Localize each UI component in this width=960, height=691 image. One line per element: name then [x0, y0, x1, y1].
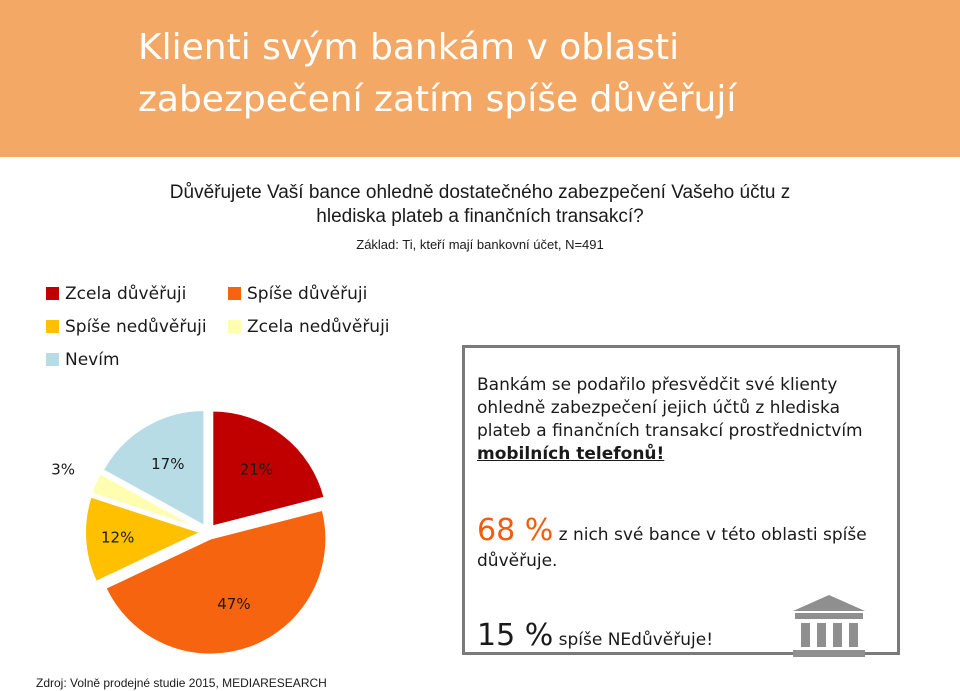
pie-label-4: 17%: [151, 455, 184, 473]
survey-question: Důvěřujete Vaší bance ohledně dostatečné…: [80, 181, 880, 229]
legend-label: Nevím: [65, 350, 120, 370]
stat-distrust-text: spíše NEdůvěřuje!: [558, 630, 714, 650]
pie-slice-0: [211, 409, 326, 528]
stat-trust: 68 % z nich své bance v této oblasti spí…: [477, 516, 893, 574]
legend-item-spise-duveruji: Spíše důvěřuji: [228, 284, 367, 304]
pie-slice-3: [89, 471, 203, 531]
question-line-1: Důvěřujete Vaší bance ohledně dostatečné…: [169, 182, 791, 203]
info-emphasis-text: mobilních telefonů!: [477, 444, 665, 464]
legend-swatch: [46, 320, 59, 333]
legend-item-zcela-neduveruji: Zcela nedůvěřuji: [228, 317, 390, 337]
header-banner: Klienti svým bankám v oblasti zabezpečen…: [0, 0, 960, 157]
legend-swatch: [228, 287, 241, 300]
pie-chart: 21% 47% 12% 3% 17%: [51, 408, 328, 656]
pie-label-2: 12%: [101, 529, 134, 547]
legend-swatch: [228, 320, 241, 333]
title-line-2: zabezpečení zatím spíše důvěřují: [138, 79, 737, 120]
bank-icon: [793, 595, 865, 657]
pie-slice-2: [84, 495, 204, 584]
pie-labels: 21% 47% 12% 3% 17%: [51, 455, 273, 613]
title-line-1: Klienti svým bankám v oblasti: [138, 27, 680, 68]
stat-distrust: 15 % spíše NEdůvěřuje!: [477, 618, 713, 653]
info-box-text: Bankám se podařilo přesvědčit své klient…: [477, 374, 889, 466]
stat-trust-value: 68 %: [477, 513, 554, 548]
legend-label: Zcela nedůvěřuji: [247, 317, 390, 337]
info-box: Bankám se podařilo přesvědčit své klient…: [462, 345, 900, 657]
stat-distrust-value: 15 %: [477, 618, 554, 653]
legend-label: Spíše nedůvěřuji: [65, 317, 207, 337]
page-title: Klienti svým bankám v oblasti zabezpečen…: [138, 22, 858, 126]
source-note: Zdroj: Volně prodejné studie 2015, MEDIA…: [36, 676, 327, 690]
legend-item-spise-neduveruji: Spíše nedůvěřuji: [46, 317, 207, 337]
pie-slice-4: [101, 408, 206, 528]
pie-label-0: 21%: [240, 461, 273, 479]
pie-slice-1: [104, 508, 328, 656]
legend-item-zcela-duveruji: Zcela důvěřuji: [46, 284, 186, 304]
legend-swatch: [46, 287, 59, 300]
pie-label-3: 3%: [51, 460, 75, 478]
stat-trust-text: z nich své bance v této oblasti spíše dů…: [477, 525, 867, 571]
legend-label: Spíše důvěřuji: [247, 284, 368, 304]
info-main-text: Bankám se podařilo přesvědčit své klient…: [477, 375, 863, 441]
sample-base: Základ: Ti, kteří mají bankovní účet, N=…: [356, 237, 604, 252]
legend-swatch: [46, 353, 59, 366]
pie-slices: [84, 408, 328, 656]
legend-label: Zcela důvěřuji: [65, 284, 187, 304]
pie-label-1: 47%: [217, 595, 250, 613]
legend-item-nevim: Nevím: [46, 350, 120, 370]
question-line-2: hlediska plateb a finančních transakcí?: [316, 206, 644, 227]
